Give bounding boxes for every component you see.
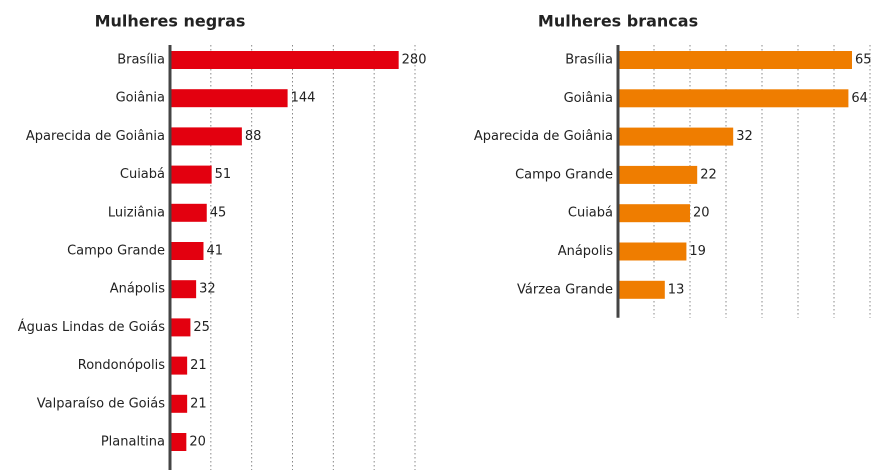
bar (170, 356, 188, 375)
value-label: 41 (206, 244, 223, 259)
category-label: Cuiabá (568, 206, 613, 221)
value-label: 20 (189, 435, 206, 450)
category-label: Aparecida de Goiânia (26, 129, 165, 144)
value-label: 65 (855, 53, 872, 68)
value-label: 13 (668, 282, 685, 297)
bar (618, 280, 665, 299)
value-label: 280 (402, 53, 427, 68)
bar (170, 433, 187, 451)
bar (170, 203, 207, 222)
value-label: 64 (851, 91, 868, 106)
category-label: Planaltina (101, 435, 165, 450)
category-label: Aparecida de Goiânia (474, 129, 613, 144)
category-label: Brasília (565, 53, 613, 68)
bar (170, 89, 288, 108)
bar (618, 89, 849, 108)
bar (618, 204, 690, 223)
category-label: Anápolis (558, 244, 614, 259)
chart-title: Mulheres brancas (538, 12, 698, 31)
category-label: Goiânia (116, 91, 165, 106)
value-label: 19 (689, 244, 706, 259)
value-label: 21 (190, 358, 207, 373)
bar (170, 280, 197, 299)
category-label: Águas Lindas de Goiás (18, 319, 165, 335)
bar (170, 127, 242, 146)
category-label: Campo Grande (515, 167, 613, 182)
bar (618, 165, 698, 184)
category-label: Brasília (117, 53, 165, 68)
value-label: 45 (210, 205, 227, 220)
value-label: 21 (190, 396, 207, 411)
bar (170, 165, 212, 184)
value-label: 144 (291, 91, 316, 106)
bar (618, 127, 734, 146)
category-label: Rondonópolis (78, 358, 165, 373)
value-label: 25 (193, 320, 210, 335)
bar (170, 51, 399, 69)
value-label: 51 (215, 167, 232, 182)
chart-title: Mulheres negras (95, 12, 246, 31)
category-label: Cuiabá (120, 167, 165, 182)
value-label: 32 (736, 129, 753, 144)
bar (170, 394, 188, 413)
bar (618, 51, 852, 69)
category-label: Luiziânia (108, 205, 165, 220)
bar (170, 242, 204, 260)
value-label: 22 (700, 167, 717, 182)
category-label: Campo Grande (67, 244, 165, 259)
category-label: Várzea Grande (517, 282, 613, 297)
bar (618, 242, 687, 261)
value-label: 88 (245, 129, 262, 144)
category-label: Goiânia (564, 91, 613, 106)
bar (170, 318, 191, 337)
category-label: Valparaíso de Goiás (37, 396, 165, 411)
category-label: Anápolis (110, 282, 166, 297)
value-label: 32 (199, 282, 216, 297)
value-label: 20 (693, 206, 710, 221)
